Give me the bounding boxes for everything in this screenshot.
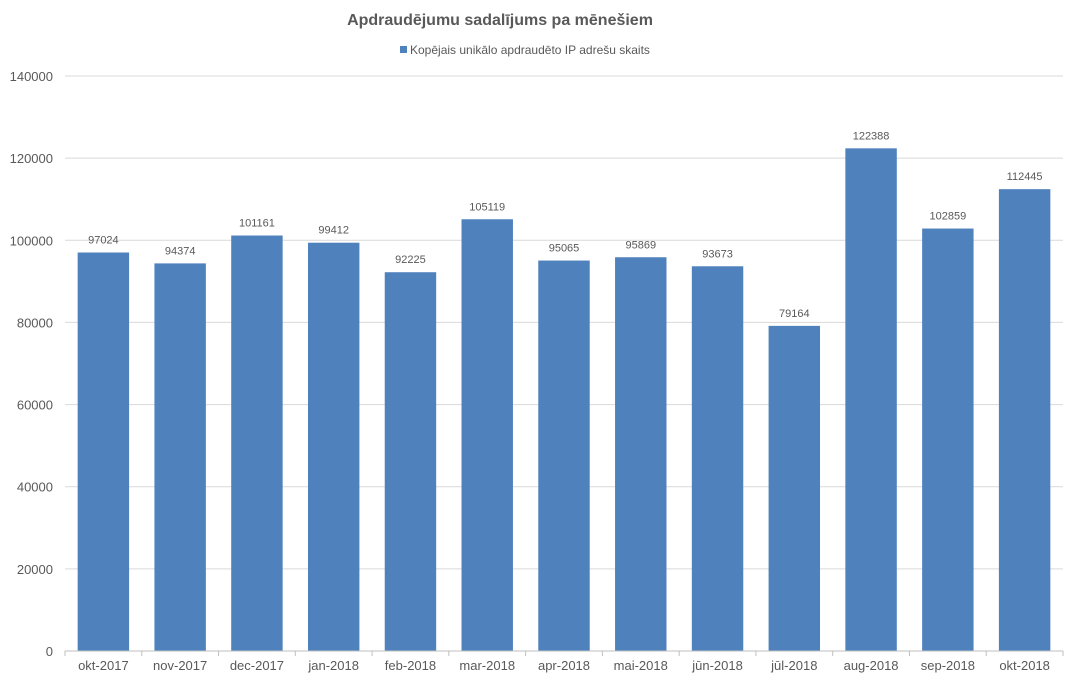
legend-swatch [400,46,407,53]
x-axis: okt-2017 nov-2017 dec-2017 jan-2018 feb-2018… [64,650,1064,673]
x-tick-label: apr-2018 [538,658,590,673]
data-label: 122388 [853,130,890,142]
y-axis: 0 20000 40000 60000 80000 100000 120000 140000 [10,69,53,659]
data-label: 99412 [318,225,349,237]
x-tick-label: okt-2017 [78,658,129,673]
bar [691,266,744,651]
data-label: 93673 [702,248,733,260]
bars [77,148,1051,652]
y-tick-label: 60000 [17,398,53,413]
data-label: 105119 [469,201,505,213]
x-tick-label: aug-2018 [844,658,899,673]
data-label: 95869 [625,239,656,251]
x-tick-label: feb-2018 [385,658,436,673]
bar [845,148,897,651]
bar [998,189,1051,652]
x-tick-label: jūn-2018 [691,658,743,673]
data-label: 102859 [929,211,966,223]
bar [768,325,821,651]
data-label: 101161 [239,218,275,230]
y-tick-label: 140000 [10,69,53,84]
bar [231,235,283,651]
y-tick-label: 100000 [10,233,53,248]
bar [307,242,360,651]
y-tick-label: 80000 [17,315,53,330]
x-tick-label: jūl-2018 [770,658,817,673]
x-tick-label: mai-2018 [614,658,668,673]
bar [615,257,667,651]
data-label: 95065 [549,243,580,255]
y-tick-label: 40000 [17,480,53,495]
x-tick-label: mar-2018 [459,658,515,673]
legend: Kopējais unikālo apdraudēto IP adrešu sk… [400,43,650,57]
bar [77,252,130,651]
bar [538,260,590,651]
data-label: 92225 [395,254,426,266]
data-label: 94374 [165,245,196,257]
bar [922,228,974,651]
x-tick-label: okt-2018 [999,658,1050,673]
bar [384,272,437,651]
data-label: 79164 [779,308,810,320]
data-label: 112445 [1007,171,1043,183]
x-tick-label: nov-2017 [153,658,207,673]
data-label: 97024 [88,235,119,247]
bar [461,219,513,652]
x-tick-label: dec-2017 [230,658,284,673]
chart-title: Apdraudējumu sadalījums pa mēnešiem [347,12,653,29]
x-tick-label: sep-2018 [921,658,975,673]
data-labels: 97024 94374 101161 99412 92225 105119 95065 958… [88,130,1042,320]
bar [154,263,206,651]
y-tick-label: 20000 [17,562,53,577]
x-tick-label: jan-2018 [307,658,359,673]
legend-label: Kopējais unikālo apdraudēto IP adrešu sk… [410,43,650,57]
y-tick-label: 0 [46,644,53,659]
y-tick-label: 120000 [10,151,53,166]
